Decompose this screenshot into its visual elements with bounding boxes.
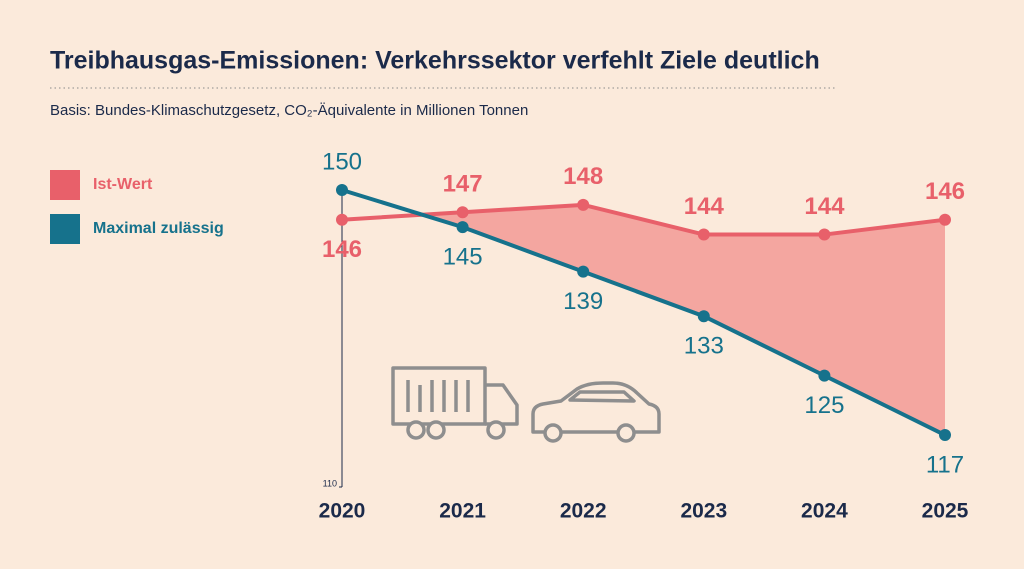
point (336, 184, 348, 196)
chart-subtitle: Basis: Bundes-Klimaschutzgesetz, CO₂-Äqu… (50, 102, 528, 119)
point (818, 228, 831, 241)
car-wheel (616, 423, 636, 443)
value-label: 144 (684, 193, 725, 220)
legend-swatch (50, 214, 80, 244)
value-label: 146 (322, 236, 362, 263)
truck-cab (485, 383, 519, 426)
value-label: 144 (804, 193, 845, 220)
truck-wheel (426, 420, 446, 440)
car-wheel (543, 423, 563, 443)
series-line (341, 188, 946, 437)
x-tick-label: 2022 (560, 500, 607, 523)
value-label: 139 (563, 288, 603, 315)
value-label: 125 (804, 392, 844, 419)
plot: Ist-Wert Maximal zulässig 110 146 147 148 144 1… (50, 148, 969, 523)
car-window (568, 390, 636, 403)
y-tick-label: 110 (323, 478, 337, 488)
truck-wheel (406, 420, 426, 440)
gap-area (422, 204, 945, 436)
x-tick-label: 2021 (439, 500, 486, 523)
chart-title: Treibhausgas-Emissionen: Verkehrssektor … (50, 47, 820, 75)
x-tick-label: 2020 (319, 500, 366, 523)
point (939, 213, 951, 226)
point (336, 213, 348, 226)
value-label: 145 (443, 243, 483, 270)
x-tick-label: 2024 (801, 500, 848, 523)
point (697, 228, 710, 241)
point (818, 369, 831, 382)
truck-stripes (406, 380, 470, 412)
value-label: 146 (925, 178, 965, 205)
car-body (531, 381, 661, 434)
legend-label: Ist-Wert (93, 176, 153, 193)
legend-label: Maximal zulässig (93, 220, 224, 237)
value-label: 150 (322, 148, 362, 175)
point (939, 429, 951, 442)
point (456, 221, 469, 234)
legend-swatch (50, 170, 80, 200)
vehicle-icons (391, 366, 661, 443)
value-label: 117 (926, 451, 964, 478)
point (577, 198, 590, 211)
point (577, 265, 590, 278)
value-label: 148 (563, 163, 603, 190)
x-tick-label: 2025 (922, 500, 969, 523)
value-label: 133 (684, 333, 724, 360)
x-tick-label: 2023 (680, 500, 727, 523)
point (697, 310, 710, 323)
truck-wheel (486, 420, 506, 440)
series-line (341, 202, 946, 237)
point (456, 206, 469, 219)
value-label: 147 (443, 171, 483, 198)
